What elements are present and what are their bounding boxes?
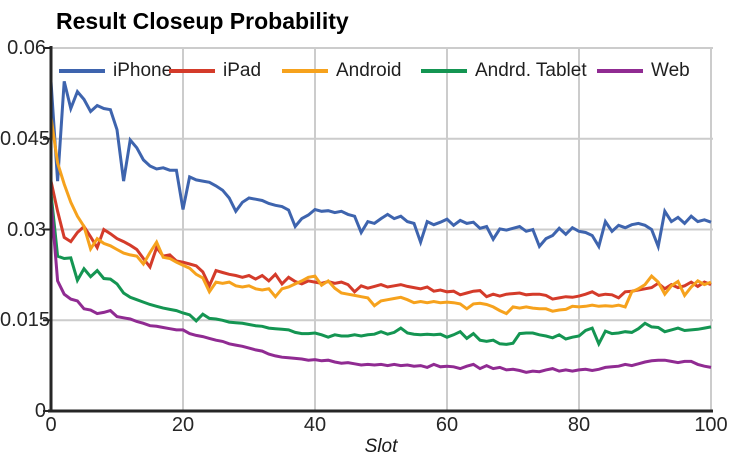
legend-item-ipad: iPad: [169, 60, 262, 81]
x-axis-title: Slot: [364, 436, 398, 457]
y-tick-label-0: 0: [34, 400, 46, 422]
series-line-ipad: [49, 180, 712, 301]
y-tick-label-0.03: 0.03: [7, 218, 46, 241]
y-tick-label-0.045: 0.045: [0, 127, 51, 150]
x-tick-label-0: 0: [45, 414, 57, 436]
legend-item-android: Android: [282, 60, 402, 81]
series-line-andrd-tablet: [49, 193, 712, 348]
legend-swatch-iphone: [59, 69, 105, 73]
y-tick-label-0.06: 0.06: [7, 37, 46, 59]
legend-label-iphone: iPhone: [113, 60, 173, 81]
x-tick-label-60: 60: [435, 414, 459, 436]
chart-title: Result Closeup Probability: [56, 8, 349, 34]
legend-item-web: Web: [597, 60, 690, 81]
legend-swatch-android: [282, 69, 328, 73]
legend-swatch-ipad: [169, 69, 215, 73]
legend-label-andrd-tablet: Andrd. Tablet: [475, 60, 587, 81]
legend-swatch-web: [597, 69, 643, 73]
legend-item-iphone: iPhone: [59, 60, 173, 81]
x-tick-label-100: 100: [694, 414, 728, 436]
legend-label-web: Web: [651, 60, 690, 81]
x-tick-label-20: 20: [171, 414, 195, 436]
legend-swatch-andrd-tablet: [421, 69, 467, 73]
y-tick-label-0.015: 0.015: [0, 309, 51, 332]
legend-label-android: Android: [336, 60, 402, 81]
series-line-iphone: [49, 80, 712, 252]
x-tick-label-80: 80: [567, 414, 591, 436]
series-line-android: [49, 117, 712, 316]
legend-item-andrd-tablet: Andrd. Tablet: [421, 60, 587, 81]
series-line-web: [49, 200, 712, 374]
x-tick-label-40: 40: [303, 414, 327, 436]
legend-label-ipad: iPad: [223, 60, 262, 81]
